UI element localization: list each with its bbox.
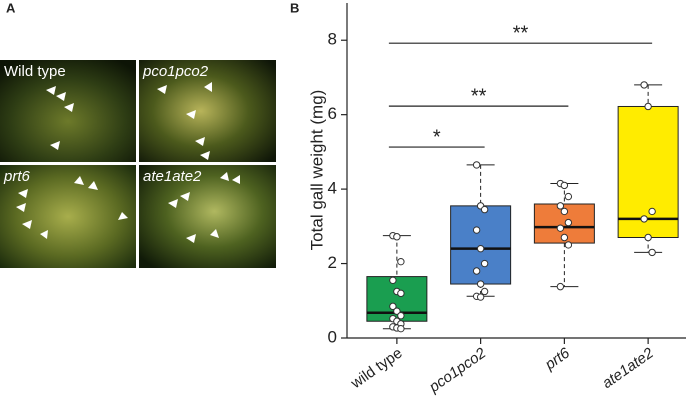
significance-label: ** — [513, 22, 529, 44]
y-axis-label: Total gall weight (mg) — [307, 90, 326, 251]
data-point — [556, 282, 565, 291]
x-tick-label: ate1ate2 — [599, 344, 657, 392]
photo-grid — [0, 60, 276, 268]
data-point — [564, 192, 573, 201]
data-point — [472, 161, 481, 169]
y-tick-label: 2 — [328, 253, 337, 272]
photo — [0, 60, 136, 162]
arrowheads — [16, 82, 240, 243]
data-point — [389, 276, 397, 285]
data-point — [556, 202, 565, 210]
y-tick-label: 8 — [328, 30, 337, 49]
significance-label: * — [433, 126, 441, 148]
data-point — [476, 280, 485, 288]
data-point — [640, 81, 648, 89]
data-point — [389, 302, 397, 311]
photo — [139, 165, 276, 268]
data-point — [472, 267, 481, 275]
box — [450, 205, 512, 285]
data-point — [560, 181, 569, 190]
data-point — [397, 311, 405, 320]
y-tick-label: 0 — [328, 327, 337, 346]
y-tick-label: 4 — [328, 179, 337, 198]
x-tick-label: wild type — [347, 345, 405, 393]
data-point — [393, 233, 401, 241]
data-point — [476, 293, 485, 301]
box — [617, 105, 679, 238]
photo-label: pco1pco2 — [142, 63, 209, 80]
data-point — [397, 289, 405, 298]
significance-label: ** — [471, 85, 487, 107]
x-tick-label: pco1pco2 — [425, 344, 489, 396]
data-point — [472, 226, 481, 234]
data-point — [476, 244, 485, 253]
y-tick-label: 6 — [328, 104, 337, 123]
data-point — [648, 248, 656, 257]
data-point — [564, 218, 573, 227]
data-point — [560, 233, 569, 242]
photo — [0, 165, 136, 268]
data-point — [480, 205, 489, 214]
data-point — [480, 287, 489, 296]
data-point — [480, 259, 489, 268]
data-point — [393, 307, 401, 315]
data-point — [397, 324, 405, 333]
panel-label: B — [290, 0, 299, 15]
panel-label: A — [6, 0, 16, 15]
x-tick-label: prt6 — [541, 344, 573, 374]
data-point — [397, 257, 405, 266]
data-point — [564, 241, 573, 249]
photo — [139, 60, 276, 162]
data-point — [560, 207, 569, 216]
data-point — [556, 224, 565, 232]
data-point — [640, 215, 648, 223]
photo-label: Wild type — [4, 63, 66, 80]
data-point — [648, 207, 656, 216]
photo-label: prt6 — [3, 168, 31, 185]
data-point — [644, 233, 652, 242]
photo-label: ate1ate2 — [143, 168, 202, 185]
data-point — [644, 102, 652, 111]
